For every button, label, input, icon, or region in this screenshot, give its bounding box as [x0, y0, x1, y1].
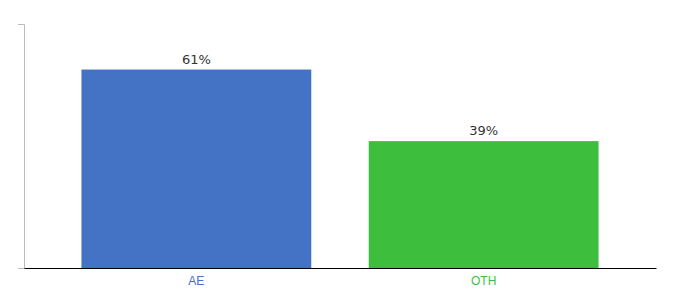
x-tick: AE: [188, 274, 204, 288]
data-label: 61%: [182, 52, 211, 67]
data-labels: 61% 39%: [182, 52, 498, 139]
y-axis: [18, 25, 25, 269]
bar: [81, 70, 311, 268]
x-tick-label: AE: [188, 274, 204, 288]
y-axis-line: [18, 25, 25, 269]
bar: [369, 141, 599, 268]
chart: AE OTH 61% 39%: [0, 0, 680, 300]
plot: AE OTH 61% 39%: [18, 25, 657, 288]
x-axis: AE OTH: [25, 269, 657, 288]
x-axis-line: [25, 268, 657, 269]
bars: [81, 70, 598, 268]
x-tick: OTH: [471, 274, 496, 288]
data-label: 39%: [469, 123, 498, 138]
x-tick-label: OTH: [471, 274, 496, 288]
